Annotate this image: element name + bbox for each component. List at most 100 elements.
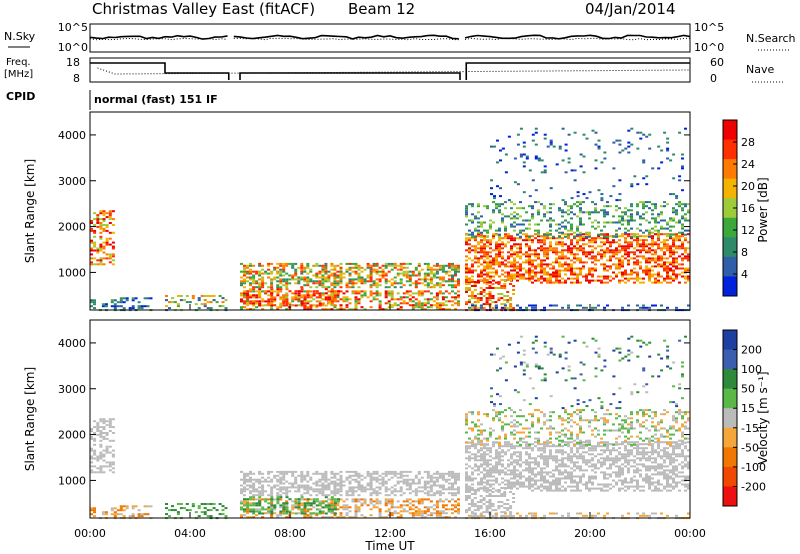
data-cell (99, 451, 103, 454)
data-cell (357, 510, 361, 513)
data-cell (102, 418, 106, 421)
data-cell (108, 243, 112, 246)
data-cell (297, 488, 301, 491)
data-cell (330, 498, 334, 501)
data-cell (315, 508, 319, 511)
data-cell (594, 463, 597, 466)
data-cell (345, 470, 349, 473)
data-cell (501, 261, 504, 264)
data-cell (582, 441, 585, 444)
data-cell (288, 282, 292, 285)
data-cell (354, 500, 358, 503)
data-cell (306, 290, 310, 293)
data-cell (543, 279, 546, 282)
data-cell (549, 279, 552, 282)
data-cell (321, 472, 325, 475)
data-cell (108, 257, 112, 260)
data-cell (678, 237, 681, 240)
data-cell (477, 459, 480, 462)
data-cell (561, 231, 564, 234)
data-cell (570, 273, 573, 276)
data-cell (606, 275, 609, 278)
data-cell (591, 245, 594, 248)
data-cell (558, 445, 561, 448)
data-cell (654, 265, 657, 268)
data-cell (468, 239, 471, 242)
data-cell (134, 505, 138, 508)
data-cell (240, 270, 243, 273)
data-cell (264, 282, 268, 285)
data-cell (591, 273, 594, 276)
data-cell (327, 484, 331, 487)
data-cell (414, 474, 418, 477)
data-cell (105, 224, 109, 226)
data-cell (510, 207, 513, 210)
data-cell (321, 478, 325, 481)
data-cell (495, 479, 498, 482)
data-cell (375, 272, 379, 275)
data-cell (297, 474, 301, 477)
data-cell (324, 262, 328, 265)
data-cell (543, 137, 547, 140)
data-cell (642, 271, 645, 274)
data-cell (258, 482, 262, 485)
data-cell (612, 253, 615, 256)
data-cell (276, 290, 280, 293)
data-cell (504, 235, 507, 238)
data-cell (339, 474, 343, 477)
data-cell (621, 217, 624, 220)
data-cell (483, 463, 486, 466)
data-cell (648, 201, 651, 204)
data-cell (627, 129, 631, 132)
data-cell (642, 231, 645, 234)
data-cell (454, 298, 457, 301)
data-cell (483, 459, 486, 462)
data-cell (465, 281, 468, 283)
data-cell (360, 514, 364, 517)
data-cell (399, 506, 403, 509)
data-cell (480, 245, 483, 248)
data-cell (681, 217, 684, 220)
data-cell (630, 243, 633, 246)
data-cell (519, 245, 522, 248)
data-cell (179, 299, 183, 302)
data-cell (678, 239, 681, 242)
data-cell (465, 457, 468, 460)
data-cell (473, 301, 477, 304)
data-cell (594, 465, 597, 468)
data-cell (451, 276, 454, 279)
data-cell (479, 279, 483, 281)
data-cell (627, 304, 630, 307)
data-cell (633, 253, 636, 256)
data-cell (534, 229, 537, 232)
data-cell (438, 282, 442, 285)
data-cell (492, 443, 495, 446)
data-cell (384, 264, 388, 267)
data-cell (221, 305, 225, 308)
data-cell (627, 233, 630, 236)
data-cell (399, 302, 403, 305)
data-cell (270, 290, 274, 293)
data-cell (122, 297, 126, 300)
data-cell (188, 301, 192, 304)
data-cell (330, 272, 334, 275)
data-cell (471, 205, 474, 208)
data-cell (507, 273, 510, 276)
data-cell (552, 469, 555, 472)
data-cell (612, 239, 615, 242)
data-cell (522, 273, 525, 276)
data-cell (621, 483, 624, 486)
data-cell (543, 235, 546, 238)
data-cell (348, 308, 352, 311)
data-cell (423, 298, 427, 301)
data-cell (330, 268, 334, 271)
data-cell (255, 480, 259, 483)
data-cell (300, 494, 304, 497)
data-cell (612, 221, 615, 224)
data-cell (270, 494, 274, 497)
data-cell (558, 479, 561, 482)
data-cell (609, 221, 612, 224)
data-cell (93, 257, 97, 260)
data-cell (375, 486, 379, 489)
data-cell (684, 239, 687, 242)
